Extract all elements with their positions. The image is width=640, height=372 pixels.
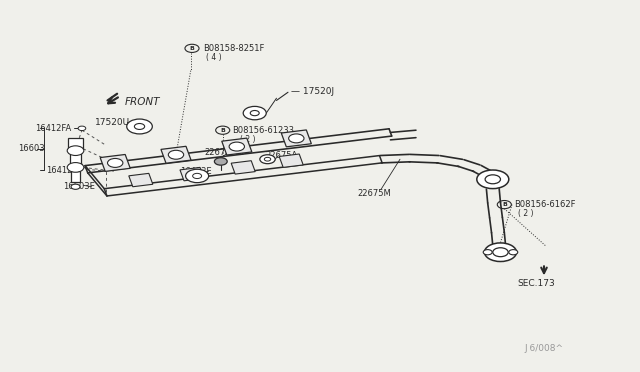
Circle shape: [71, 184, 80, 189]
Text: B08156-6162F: B08156-6162F: [514, 200, 575, 209]
Bar: [72, 171, 80, 182]
Circle shape: [67, 163, 84, 172]
Text: SEC.173: SEC.173: [518, 279, 555, 288]
Text: 22675A: 22675A: [266, 151, 298, 160]
Text: B: B: [220, 128, 225, 133]
Text: 16412FA: 16412FA: [35, 124, 72, 133]
Circle shape: [229, 142, 244, 151]
Circle shape: [483, 250, 492, 255]
Bar: [161, 146, 191, 163]
Text: — 17520J: — 17520J: [291, 87, 334, 96]
Bar: [279, 154, 303, 167]
Circle shape: [484, 243, 516, 262]
Circle shape: [214, 158, 227, 165]
Circle shape: [509, 250, 518, 255]
Circle shape: [108, 158, 123, 167]
Bar: [231, 161, 255, 174]
Text: 16603E: 16603E: [63, 182, 95, 191]
Text: 22675M: 22675M: [357, 189, 391, 198]
Circle shape: [127, 119, 152, 134]
Circle shape: [193, 173, 202, 179]
Text: 22675MA: 22675MA: [205, 148, 244, 157]
Text: ( 4 ): ( 4 ): [206, 53, 221, 62]
Text: 16412E: 16412E: [180, 167, 212, 176]
Text: 17520U: 17520U: [95, 118, 130, 127]
Bar: [68, 138, 83, 149]
Text: B: B: [502, 202, 507, 207]
Circle shape: [134, 124, 145, 129]
Circle shape: [78, 126, 86, 131]
Bar: [100, 154, 131, 171]
Circle shape: [168, 150, 184, 159]
Circle shape: [289, 134, 304, 143]
Text: B08158-8251F: B08158-8251F: [204, 44, 265, 53]
Bar: [221, 138, 252, 155]
Text: 16603: 16603: [18, 144, 45, 153]
Circle shape: [485, 175, 500, 184]
Text: B: B: [189, 46, 195, 51]
Text: ( 2 ): ( 2 ): [240, 135, 255, 144]
Text: 16412F: 16412F: [46, 166, 77, 174]
Text: B08156-61233: B08156-61233: [232, 126, 294, 135]
Circle shape: [260, 155, 275, 164]
Text: FRONT: FRONT: [125, 97, 160, 107]
Circle shape: [186, 169, 209, 183]
Circle shape: [67, 146, 84, 155]
Circle shape: [250, 110, 259, 116]
Bar: [281, 130, 312, 147]
Bar: [70, 151, 81, 166]
Circle shape: [477, 170, 509, 189]
Text: J 6/008^: J 6/008^: [525, 344, 564, 353]
Circle shape: [264, 157, 271, 161]
Circle shape: [243, 106, 266, 120]
Bar: [129, 173, 153, 187]
Circle shape: [493, 248, 508, 257]
Bar: [180, 167, 204, 181]
Text: ( 2 ): ( 2 ): [518, 209, 534, 218]
